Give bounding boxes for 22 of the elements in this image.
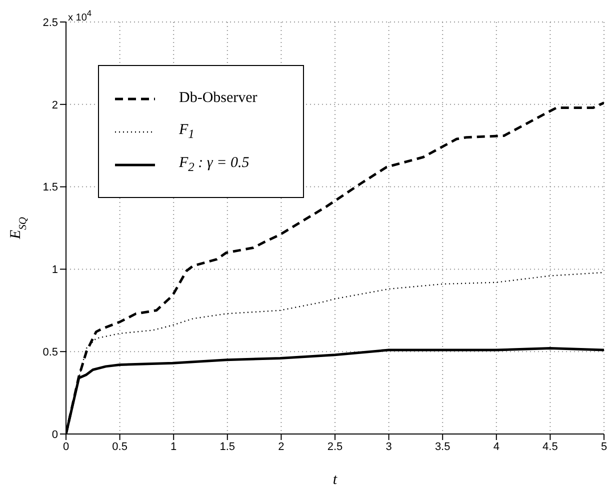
x-tick-label: 4.5 bbox=[542, 440, 558, 453]
x-tick-label: 3.5 bbox=[434, 440, 450, 453]
y-tick-label: 1 bbox=[52, 264, 58, 276]
x-tick-label: 0.5 bbox=[112, 440, 128, 453]
annotation: x 10$^{4}$ bbox=[68, 8, 92, 24]
x-tick-label: 2 bbox=[278, 440, 284, 453]
x-tick-label: 2.5 bbox=[327, 440, 343, 453]
y-tick-label: 2.5 bbox=[42, 16, 58, 29]
x-tick-label: 4 bbox=[493, 440, 500, 453]
x-tick-label: 5 bbox=[600, 440, 608, 453]
legend-label: Db-Observer bbox=[179, 90, 258, 107]
legend-label: F$_{2}$ : γ = 0.5 bbox=[179, 154, 250, 174]
y-tick-label: 0 bbox=[52, 428, 58, 441]
y-tick-label: 1.5 bbox=[42, 182, 58, 194]
legend-label: F$_{1}$ bbox=[179, 122, 194, 142]
y-tick-label: 2 bbox=[52, 99, 58, 112]
x-tick-label: 1.5 bbox=[220, 440, 236, 453]
x-tick-label: 0 bbox=[62, 440, 70, 453]
y-tick-label: 0.5 bbox=[42, 346, 58, 359]
x-axis-title: t bbox=[332, 472, 338, 488]
x-tick-label: 1 bbox=[170, 440, 177, 453]
x-tick-label: 3 bbox=[386, 440, 392, 453]
